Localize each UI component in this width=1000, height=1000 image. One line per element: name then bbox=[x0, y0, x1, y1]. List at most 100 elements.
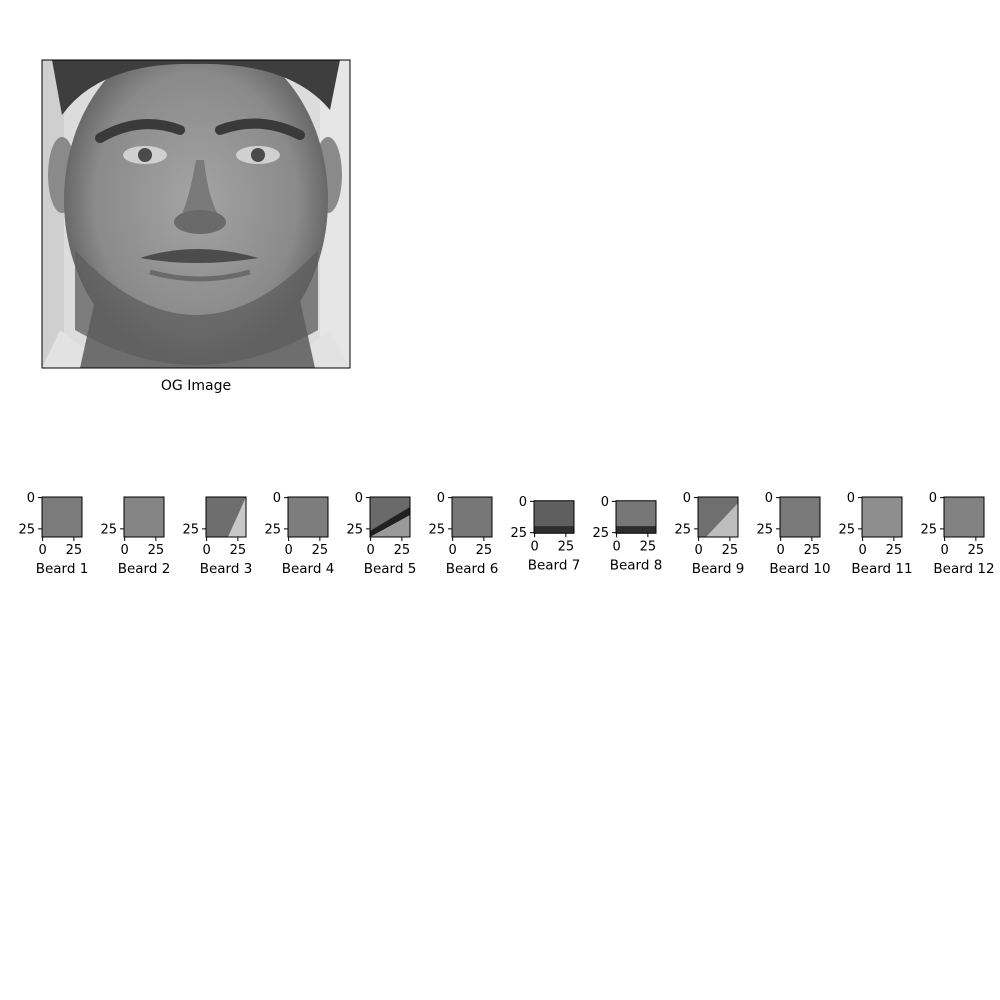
beard-patch-label: Beard 5 bbox=[364, 561, 417, 577]
y-tick-label: 0 bbox=[27, 491, 35, 506]
y-tick-label: 0 bbox=[601, 495, 609, 510]
y-tick-label: 25 bbox=[18, 522, 35, 537]
y-tick-label: 25 bbox=[674, 522, 691, 537]
beard-patch-frame bbox=[451, 496, 493, 538]
y-tick-label: 0 bbox=[273, 491, 281, 506]
x-tick-label: 0 bbox=[694, 543, 702, 558]
y-tick-label: 0 bbox=[929, 491, 937, 506]
beard-patch-label: Beard 8 bbox=[610, 557, 663, 573]
beard-patch-frame bbox=[287, 496, 329, 538]
beard-patch-image bbox=[370, 497, 410, 537]
beard-patch-image bbox=[944, 497, 984, 537]
beard-patch-image bbox=[862, 497, 902, 537]
x-tick-label: 0 bbox=[858, 543, 866, 558]
x-tick-label: 25 bbox=[722, 543, 739, 558]
beard-patch-frame bbox=[697, 496, 739, 538]
beard-patch-frame bbox=[205, 496, 247, 538]
y-tick-label: 25 bbox=[510, 526, 527, 541]
y-tick-label: 0 bbox=[683, 491, 691, 506]
x-tick-label: 25 bbox=[66, 543, 83, 558]
y-tick-label: 0 bbox=[437, 491, 445, 506]
beard-patch-label: Beard 7 bbox=[528, 557, 581, 573]
beard-patch-image bbox=[124, 497, 164, 537]
og-image-panel: OG Image bbox=[41, 59, 351, 394]
beard-patch-frame bbox=[41, 496, 83, 538]
beard-patch-image bbox=[288, 497, 328, 537]
x-tick-label: 25 bbox=[968, 543, 985, 558]
beard-patch-label: Beard 3 bbox=[200, 561, 253, 577]
x-tick-label: 25 bbox=[640, 539, 657, 554]
y-tick-label: 25 bbox=[838, 522, 855, 537]
x-tick-label: 0 bbox=[612, 539, 620, 554]
y-tick-label: 25 bbox=[756, 522, 773, 537]
beard-patch-label: Beard 11 bbox=[851, 561, 912, 577]
og-image-label: OG Image bbox=[161, 378, 231, 394]
y-tick-label: 0 bbox=[355, 491, 363, 506]
beard-patch-label: Beard 4 bbox=[282, 561, 335, 577]
x-tick-label: 0 bbox=[448, 543, 456, 558]
x-tick-label: 25 bbox=[558, 539, 575, 554]
y-tick-label: 25 bbox=[592, 526, 609, 541]
beard-patch-frame bbox=[779, 496, 821, 538]
beard-patch-image bbox=[780, 497, 820, 537]
y-tick-label: 25 bbox=[428, 522, 445, 537]
beard-patch-frame bbox=[943, 496, 985, 538]
x-tick-label: 25 bbox=[804, 543, 821, 558]
beard-patch-label: Beard 1 bbox=[36, 561, 89, 577]
y-tick-label: 25 bbox=[264, 522, 281, 537]
beard-patch-image bbox=[534, 500, 574, 534]
beard-patch-label: Beard 10 bbox=[769, 561, 830, 577]
beard-patch-frame bbox=[861, 496, 903, 538]
y-tick-label: 25 bbox=[346, 522, 363, 537]
og-image-frame bbox=[41, 59, 351, 369]
x-tick-label: 0 bbox=[776, 543, 784, 558]
beard-patch-frame bbox=[369, 496, 411, 538]
beard-patch-frame bbox=[123, 496, 165, 538]
y-tick-label: 25 bbox=[100, 522, 117, 537]
x-tick-label: 25 bbox=[886, 543, 903, 558]
x-tick-label: 0 bbox=[38, 543, 46, 558]
y-tick-label: 25 bbox=[920, 522, 937, 537]
x-tick-label: 25 bbox=[230, 543, 247, 558]
beard-patch-frame bbox=[615, 500, 657, 534]
x-tick-label: 25 bbox=[476, 543, 493, 558]
x-tick-label: 25 bbox=[312, 543, 329, 558]
beard-patch-image bbox=[616, 500, 656, 534]
beard-patch-label: Beard 6 bbox=[446, 561, 499, 577]
y-tick-label: 0 bbox=[847, 491, 855, 506]
y-tick-label: 0 bbox=[519, 495, 527, 510]
x-tick-label: 0 bbox=[284, 543, 292, 558]
beard-patch-image bbox=[698, 497, 738, 537]
x-tick-label: 0 bbox=[530, 539, 538, 554]
beard-patch-label: Beard 12 bbox=[933, 561, 994, 577]
x-tick-label: 0 bbox=[202, 543, 210, 558]
x-tick-label: 25 bbox=[148, 543, 165, 558]
x-tick-label: 0 bbox=[366, 543, 374, 558]
y-tick-label: 0 bbox=[765, 491, 773, 506]
og-image bbox=[42, 60, 350, 368]
beard-patch-image bbox=[452, 497, 492, 537]
x-tick-label: 0 bbox=[120, 543, 128, 558]
beard-patch-frame bbox=[533, 500, 575, 534]
y-tick-label: 25 bbox=[182, 522, 199, 537]
beard-patch-image bbox=[206, 497, 246, 537]
beard-patch-image bbox=[42, 497, 82, 537]
beard-patch-label: Beard 2 bbox=[118, 561, 171, 577]
x-tick-label: 0 bbox=[940, 543, 948, 558]
beard-patch-label: Beard 9 bbox=[692, 561, 745, 577]
x-tick-label: 25 bbox=[394, 543, 411, 558]
